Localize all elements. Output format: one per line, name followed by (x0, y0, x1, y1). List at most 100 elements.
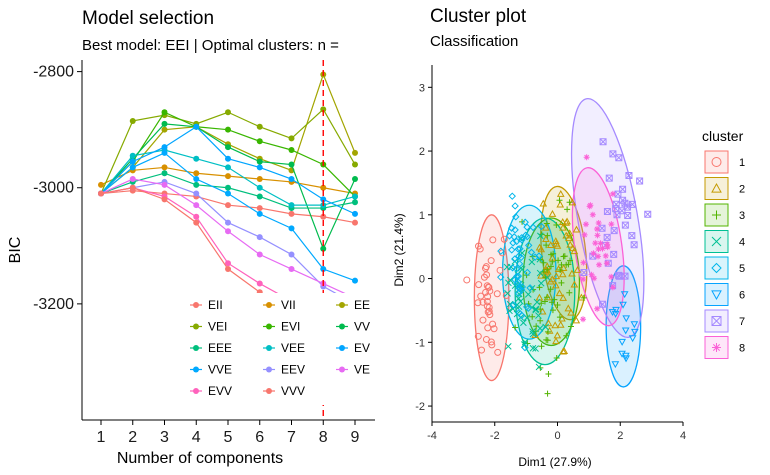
cluster-point-8 (590, 250, 597, 257)
cluster-point-1 (484, 324, 492, 332)
cluster-plot-title: Cluster plot (430, 6, 527, 27)
cluster-point-7 (636, 177, 644, 185)
cluster-point-4 (542, 323, 549, 331)
bic-point-vve (225, 190, 231, 197)
bic-legend-key-point (266, 345, 272, 351)
bic-x-tick-label: 2 (128, 429, 137, 446)
cluster-point-2 (559, 264, 568, 272)
bic-point-vei (256, 123, 263, 130)
cluster-legend-key-6 (704, 283, 729, 306)
cluster-point-8 (589, 211, 596, 218)
bic-x-tick-label: 6 (255, 429, 264, 446)
cluster-point-5 (511, 202, 519, 210)
cluster-point-7 (628, 200, 636, 208)
cluster-point-7 (610, 227, 618, 235)
cluster-point-1 (488, 341, 496, 349)
cluster-point-3 (556, 314, 563, 321)
bic-legend-key-point (193, 366, 199, 373)
cluster-point-8 (594, 232, 601, 239)
bic-legend-key-point (193, 345, 199, 351)
cluster-point-1 (474, 299, 482, 307)
bic-legend-key-point (266, 388, 272, 394)
cluster-legend-label: 2 (739, 184, 745, 196)
cluster-point-5 (523, 232, 531, 241)
cluster-legend-label: 8 (739, 343, 745, 355)
cluster-point-5 (517, 253, 525, 262)
cluster-point-1 (483, 271, 491, 279)
cluster-point-3 (538, 300, 545, 307)
cluster-point-4 (536, 325, 544, 332)
cluster-point-3 (555, 257, 562, 264)
bic-point-vve (161, 149, 168, 156)
cluster-point-4 (535, 312, 542, 319)
cluster-point-8 (588, 271, 595, 278)
cluster-point-2 (553, 331, 562, 339)
cluster-point-3 (553, 355, 560, 362)
bic-point-ee (161, 126, 168, 133)
bic-legend-label: EEV (281, 363, 305, 377)
cluster-point-4 (520, 319, 527, 327)
cluster-point-3 (561, 253, 568, 260)
cluster-point-3 (549, 307, 556, 314)
cluster-point-3 (567, 257, 574, 264)
cluster-point-7 (613, 211, 621, 219)
cluster-point-3 (554, 302, 561, 309)
cluster-point-4 (515, 295, 523, 302)
cluster-legend-symbol-4 (711, 236, 722, 247)
bic-point-vii (98, 181, 104, 188)
cluster-point-4 (528, 258, 536, 266)
bic-point-vve (256, 210, 263, 217)
bic-point-ve (193, 202, 200, 209)
cluster-point-8 (581, 231, 588, 238)
cluster-point-5 (512, 272, 521, 281)
cluster-legend: 1 2 3 4 5 6 7 8 (704, 150, 745, 359)
cluster-legend-label: 3 (739, 210, 745, 222)
bic-legend-label: EE (354, 298, 370, 312)
cluster-legend-key-2 (704, 177, 729, 200)
cluster-point-7 (610, 250, 618, 258)
cluster-point-1 (479, 316, 487, 324)
cluster-y-tick-label: 2 (419, 146, 425, 158)
bic-point-eev (256, 234, 263, 241)
cluster-point-5 (511, 226, 519, 234)
cluster-y-tick-label: 1 (419, 210, 425, 222)
cluster-plot-subtitle: Classification (430, 33, 518, 50)
cluster-point-2 (553, 241, 562, 249)
cluster-point-7 (644, 210, 652, 218)
cluster-point-2 (565, 234, 573, 242)
bic-point-vee (193, 155, 200, 162)
cluster-legend-symbol-1 (711, 157, 722, 167)
cluster-point-6 (608, 309, 617, 317)
cluster-y-tick-label: -1 (415, 337, 425, 349)
cluster-point-6 (611, 361, 620, 369)
cluster-point-8 (595, 253, 602, 260)
cluster-point-2 (577, 293, 586, 301)
cluster-point-2 (544, 319, 553, 327)
cluster-point-8 (609, 284, 616, 291)
cluster-ellipse-7 (570, 97, 645, 339)
cluster-point-5 (511, 255, 519, 263)
cluster-point-2 (542, 235, 550, 243)
bic-y-tick-label: -3200 (33, 296, 74, 313)
cluster-x-tick-label: 2 (617, 430, 623, 442)
cluster-point-5 (515, 308, 523, 317)
cluster-point-4 (524, 290, 532, 298)
cluster-point-3 (543, 242, 550, 249)
cluster-legend-label: 6 (739, 290, 745, 302)
bic-point-eee (161, 170, 168, 177)
cluster-point-8 (583, 154, 590, 161)
cluster-point-7 (615, 154, 623, 162)
cluster-point-1 (487, 257, 495, 265)
bic-point-vei (352, 161, 358, 168)
cluster-point-5 (513, 280, 522, 288)
bic-x-axis-label: Number of components (117, 450, 283, 467)
cluster-legend-key-1 (704, 150, 729, 174)
cluster-point-3 (547, 286, 554, 293)
cluster-point-3 (512, 324, 519, 331)
cluster-point-5 (516, 244, 524, 253)
cluster-point-6 (611, 310, 620, 318)
cluster-point-2 (538, 307, 547, 315)
bic-point-eev (193, 190, 200, 197)
cluster-point-2 (552, 337, 560, 345)
